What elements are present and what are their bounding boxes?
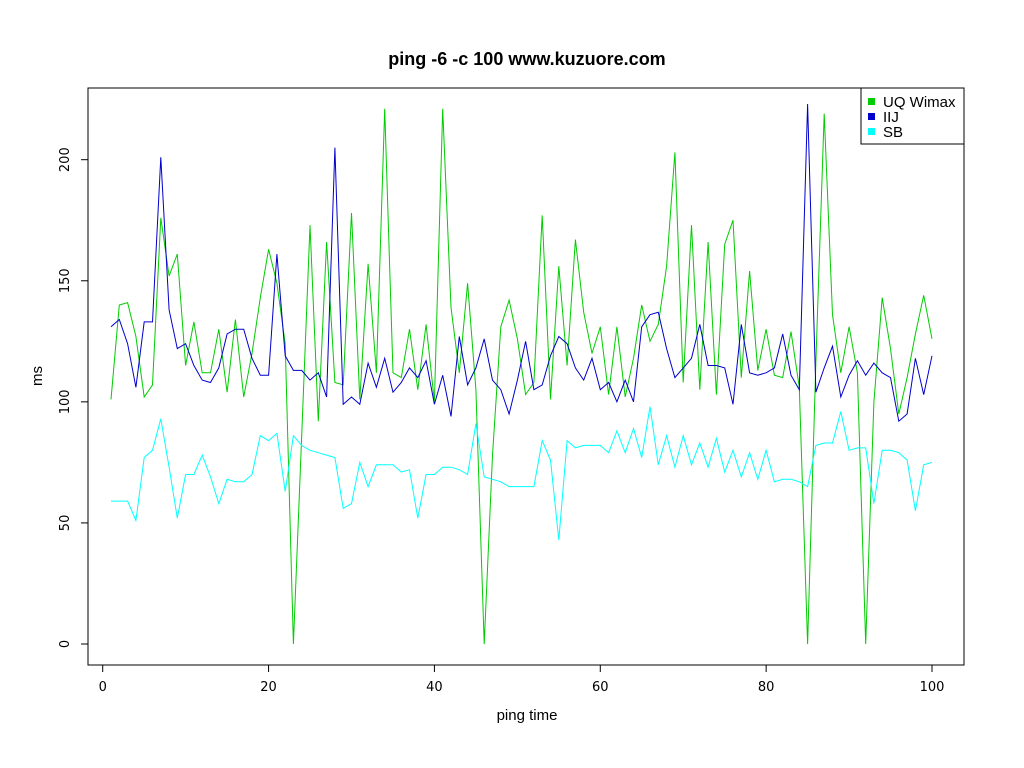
plot-area <box>87 87 965 666</box>
x-tick-label: 60 <box>592 680 609 695</box>
y-axis-label: ms <box>29 366 46 386</box>
x-tick-label: 80 <box>758 680 775 695</box>
series-line-2 <box>110 103 933 423</box>
series-lines <box>110 103 933 645</box>
y-tick-label: 100 <box>58 389 73 414</box>
chart-title: ping -6 -c 100 www.kuzuore.com <box>388 49 665 69</box>
y-tick-label: 150 <box>58 268 73 293</box>
legend-swatch-2 <box>868 113 875 120</box>
legend-swatch-3 <box>868 128 875 135</box>
x-tick-label: 100 <box>920 680 945 695</box>
series-line-1 <box>110 108 933 645</box>
legend-swatch-1 <box>868 98 875 105</box>
legend-box <box>860 87 965 145</box>
x-tick-label: 0 <box>99 680 107 695</box>
series-line-3 <box>111 406 933 540</box>
legend-label-3: SB <box>883 124 903 141</box>
legend-label-2: IIJ <box>883 109 899 126</box>
y-tick-label: 0 <box>58 640 73 648</box>
x-axis-label: ping time <box>497 707 558 724</box>
x-axis: 0 20 40 60 80 100 <box>99 664 945 695</box>
x-tick-label: 20 <box>260 680 277 695</box>
y-axis: 0 50 100 150 200 <box>58 147 89 648</box>
x-tick-label: 40 <box>426 680 443 695</box>
legend-label-1: UQ Wimax <box>883 94 956 111</box>
y-tick-label: 50 <box>58 515 73 532</box>
y-tick-label: 200 <box>58 147 73 172</box>
